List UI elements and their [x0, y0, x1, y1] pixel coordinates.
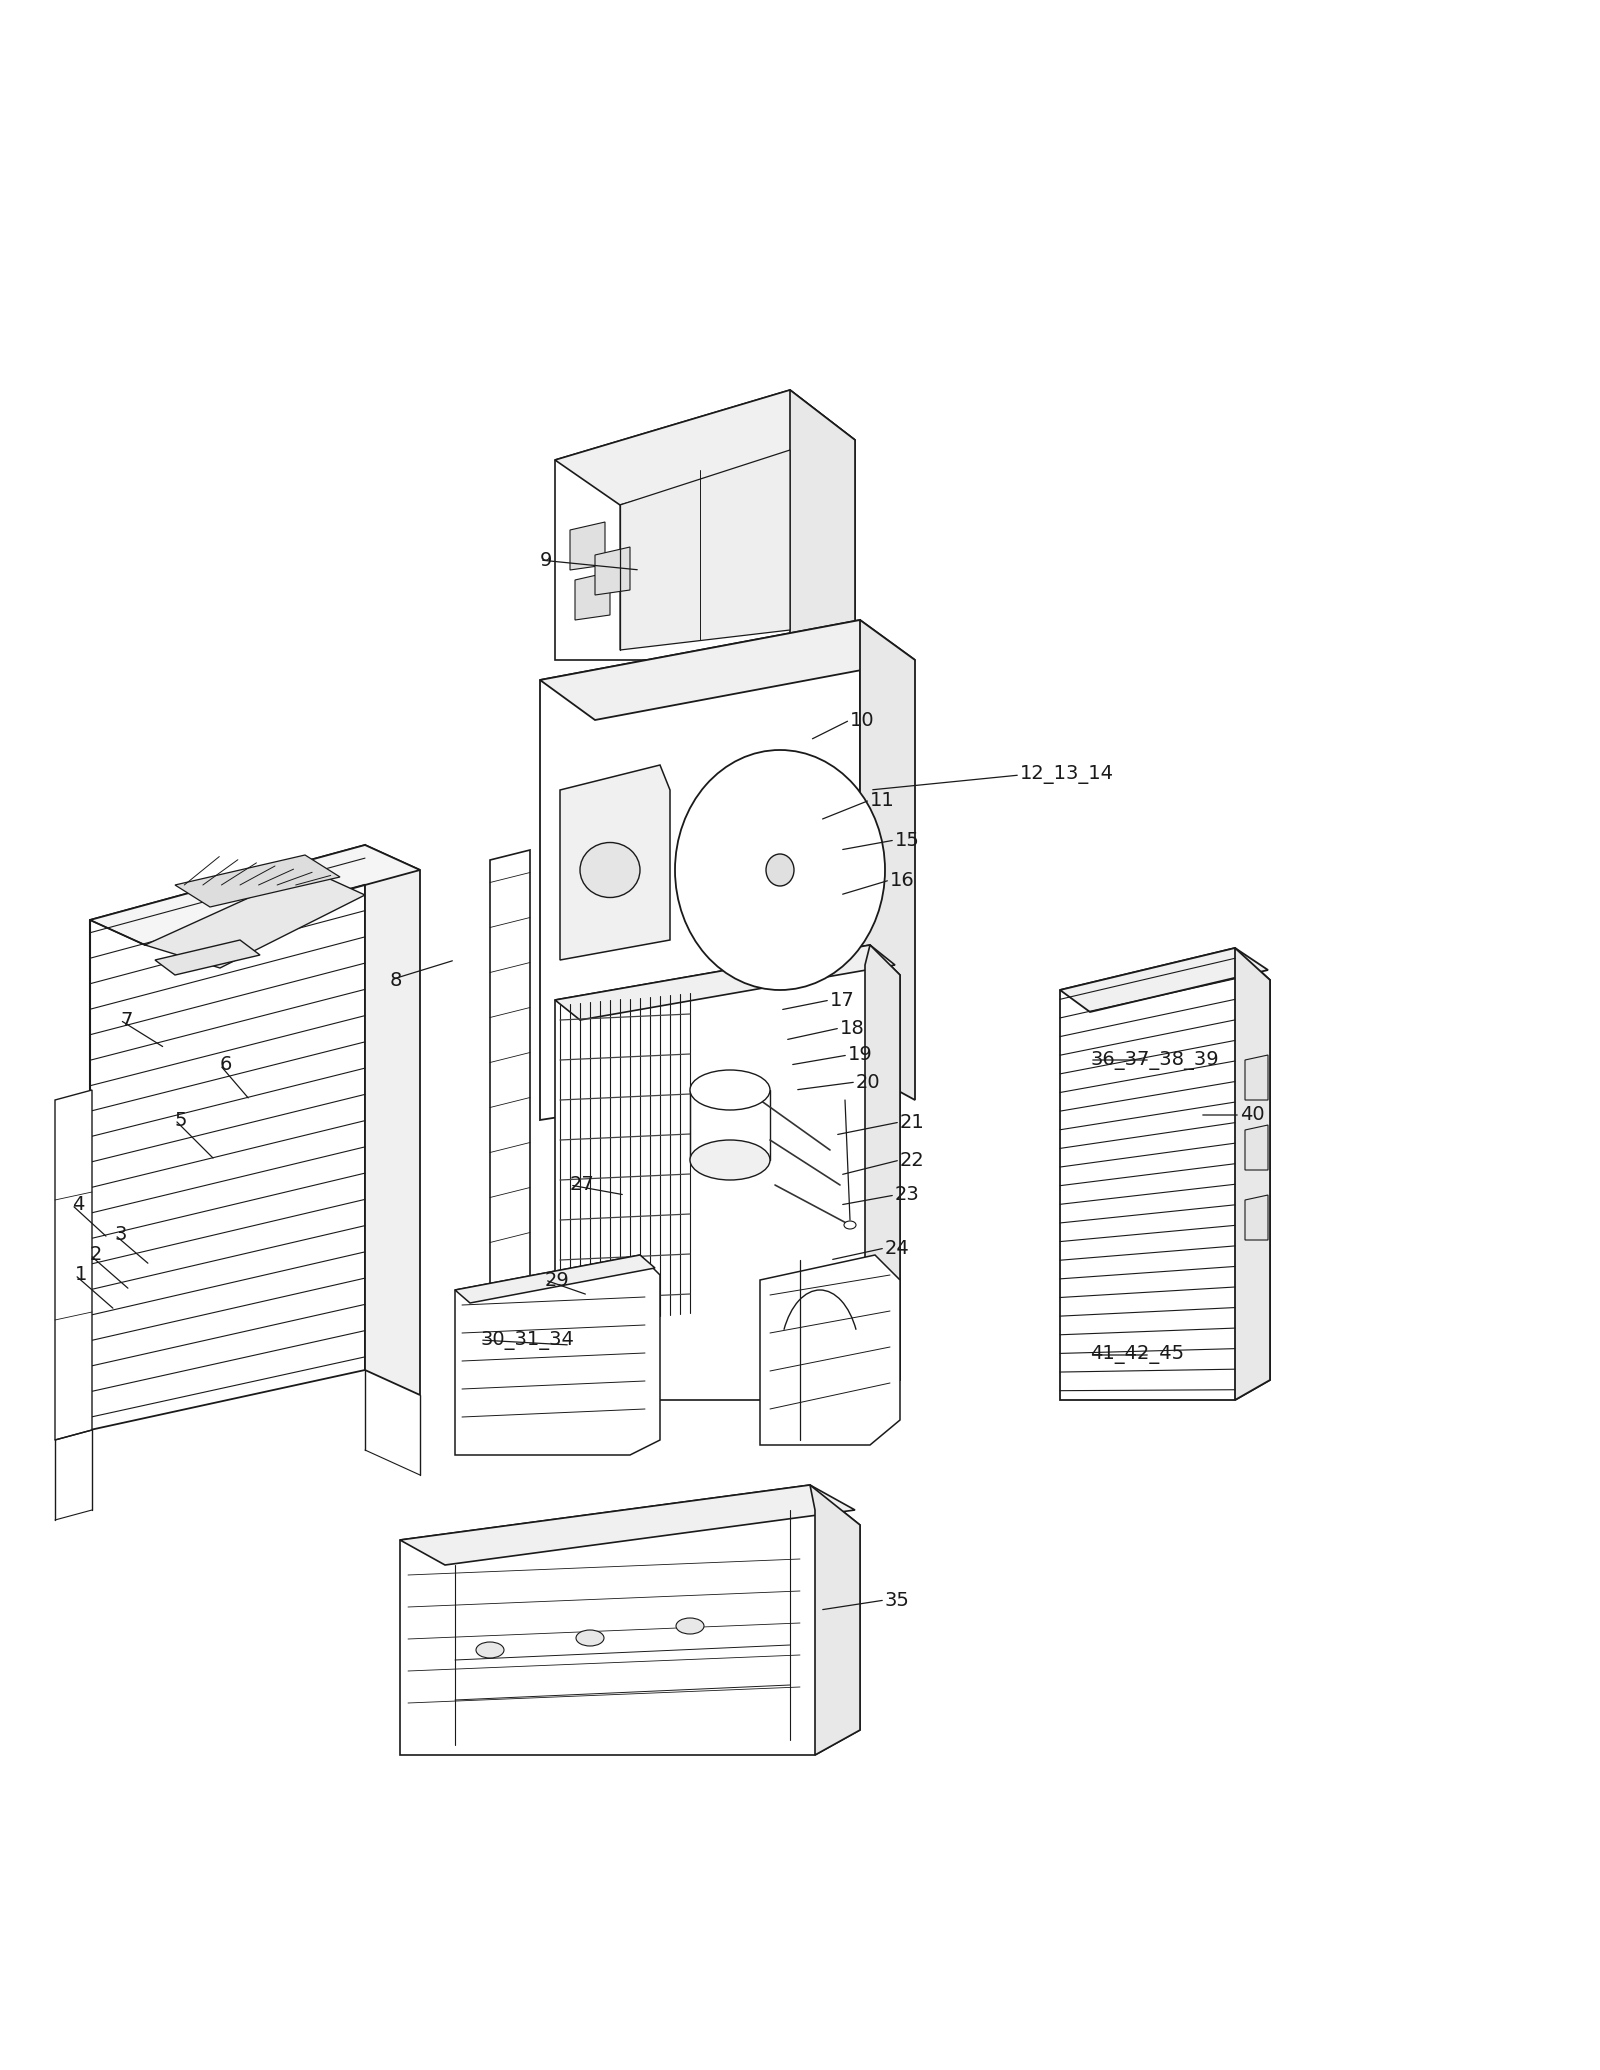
Text: 19: 19: [848, 1045, 872, 1064]
Polygon shape: [810, 1484, 861, 1755]
Text: 8: 8: [390, 971, 402, 989]
Polygon shape: [574, 571, 610, 621]
Ellipse shape: [579, 842, 640, 898]
Ellipse shape: [675, 1619, 704, 1633]
Polygon shape: [1245, 1056, 1267, 1099]
Text: 18: 18: [840, 1018, 864, 1037]
Text: 4: 4: [72, 1196, 85, 1215]
Text: 36_37_38_39: 36_37_38_39: [1090, 1049, 1219, 1070]
Text: 2: 2: [90, 1246, 102, 1265]
Text: 7: 7: [120, 1010, 133, 1029]
Text: 10: 10: [850, 710, 875, 729]
Polygon shape: [621, 449, 790, 650]
Polygon shape: [760, 1254, 899, 1445]
Text: 12_13_14: 12_13_14: [1021, 766, 1114, 785]
Polygon shape: [400, 1484, 854, 1565]
Ellipse shape: [477, 1642, 504, 1658]
Text: 17: 17: [830, 992, 854, 1010]
Polygon shape: [570, 522, 605, 569]
Polygon shape: [1059, 948, 1267, 1012]
Polygon shape: [454, 1254, 661, 1455]
Polygon shape: [146, 869, 365, 969]
Polygon shape: [54, 1091, 93, 1441]
Polygon shape: [1245, 1194, 1267, 1240]
Polygon shape: [866, 946, 899, 1399]
Ellipse shape: [576, 1629, 605, 1646]
Polygon shape: [861, 621, 915, 1099]
Text: 23: 23: [894, 1186, 920, 1205]
Polygon shape: [365, 845, 419, 1395]
Ellipse shape: [845, 1221, 856, 1230]
Polygon shape: [541, 621, 861, 1120]
Ellipse shape: [690, 1070, 770, 1110]
Text: 21: 21: [899, 1112, 925, 1132]
Polygon shape: [1059, 948, 1270, 1399]
Polygon shape: [155, 940, 259, 975]
Text: 30_31_34: 30_31_34: [480, 1331, 574, 1350]
Polygon shape: [1245, 1124, 1267, 1170]
Text: 15: 15: [894, 830, 920, 849]
Polygon shape: [555, 389, 854, 505]
Polygon shape: [595, 546, 630, 594]
Text: 35: 35: [885, 1590, 910, 1610]
Polygon shape: [541, 621, 915, 720]
Text: 24: 24: [885, 1238, 910, 1256]
Polygon shape: [555, 946, 899, 1399]
Polygon shape: [90, 845, 419, 946]
Text: 40: 40: [1240, 1105, 1264, 1124]
Text: 1: 1: [75, 1265, 88, 1285]
Ellipse shape: [766, 855, 794, 886]
Text: 16: 16: [890, 871, 915, 890]
Text: 22: 22: [899, 1151, 925, 1170]
Text: 3: 3: [115, 1225, 128, 1244]
Polygon shape: [560, 766, 670, 960]
Text: 29: 29: [546, 1271, 570, 1290]
Polygon shape: [90, 845, 365, 1430]
Text: 9: 9: [541, 551, 552, 569]
Polygon shape: [174, 855, 339, 907]
Text: 11: 11: [870, 791, 894, 809]
Text: 27: 27: [570, 1176, 595, 1194]
Ellipse shape: [675, 749, 885, 989]
Text: 20: 20: [856, 1072, 880, 1091]
Polygon shape: [400, 1484, 861, 1755]
Polygon shape: [555, 389, 854, 660]
Text: 6: 6: [221, 1056, 232, 1074]
Polygon shape: [555, 946, 894, 1021]
Polygon shape: [454, 1254, 654, 1302]
Polygon shape: [490, 851, 530, 1399]
Text: 5: 5: [174, 1110, 187, 1130]
Text: 41_42_45: 41_42_45: [1090, 1346, 1184, 1364]
Polygon shape: [1235, 948, 1270, 1399]
Polygon shape: [790, 389, 854, 660]
Ellipse shape: [690, 1141, 770, 1180]
